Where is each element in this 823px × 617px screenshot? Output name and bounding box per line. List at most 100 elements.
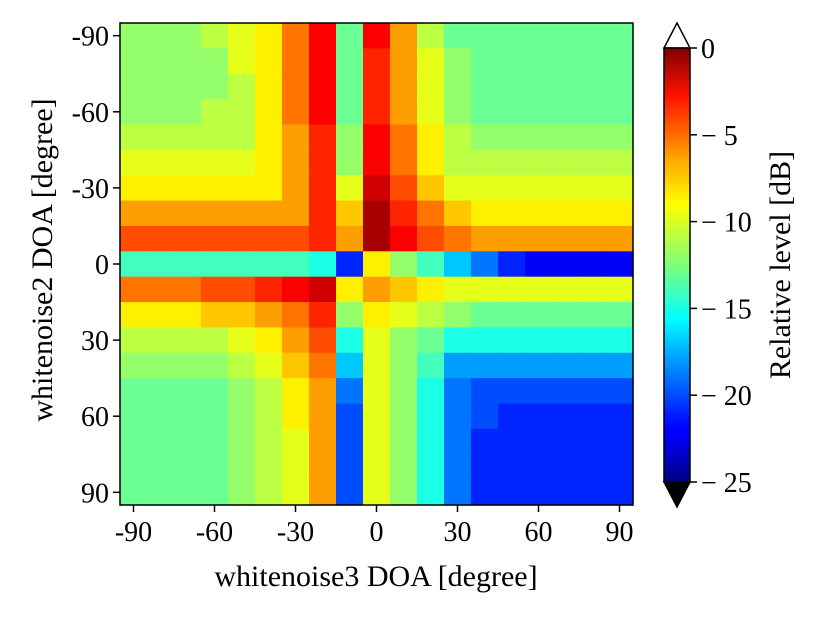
heatmap-cell bbox=[417, 454, 445, 481]
heatmap-cell bbox=[471, 276, 499, 303]
heatmap-cell bbox=[606, 175, 634, 202]
heatmap-cell bbox=[444, 479, 472, 506]
heatmap-cell bbox=[444, 276, 472, 303]
heatmap-cell bbox=[579, 48, 607, 75]
heatmap-cell bbox=[228, 23, 256, 49]
x-tick-label: 30 bbox=[444, 517, 472, 548]
heatmap-cell bbox=[228, 149, 256, 176]
heatmap-cell bbox=[147, 149, 175, 176]
heatmap-cell bbox=[282, 276, 310, 303]
heatmap-cell bbox=[120, 149, 148, 176]
heatmap-cell bbox=[228, 124, 256, 151]
heatmap-cell bbox=[255, 454, 283, 481]
heatmap-cell bbox=[525, 428, 553, 455]
heatmap-cell bbox=[417, 352, 445, 379]
heatmap-cell bbox=[498, 327, 526, 354]
heatmap-cell bbox=[552, 175, 580, 202]
x-tick-label: -60 bbox=[196, 517, 233, 548]
heatmap-cell bbox=[606, 428, 634, 455]
heatmap-cell bbox=[579, 149, 607, 176]
heatmap-cell bbox=[417, 149, 445, 176]
heatmap-cell bbox=[120, 225, 148, 252]
heatmap-cell bbox=[120, 124, 148, 151]
heatmap-cell bbox=[417, 48, 445, 75]
heatmap-cell bbox=[390, 251, 418, 278]
heatmap-cell bbox=[552, 302, 580, 329]
heatmap-cell bbox=[147, 225, 175, 252]
heatmap-cell bbox=[255, 124, 283, 151]
heatmap-cell bbox=[390, 225, 418, 252]
heatmap-cell bbox=[579, 378, 607, 405]
heatmap-cell bbox=[120, 352, 148, 379]
heatmap-cell bbox=[579, 276, 607, 303]
heatmap-cell bbox=[606, 251, 634, 278]
heatmap-cell bbox=[147, 175, 175, 202]
heatmap-cell bbox=[255, 276, 283, 303]
heatmap-cell bbox=[336, 302, 364, 329]
heatmap-cell bbox=[417, 251, 445, 278]
heatmap-cell bbox=[282, 352, 310, 379]
heatmap-cell bbox=[498, 225, 526, 252]
heatmap-cell bbox=[147, 479, 175, 506]
heatmap-cell bbox=[525, 479, 553, 506]
heatmap-cell bbox=[363, 175, 391, 202]
heatmap-cell bbox=[579, 302, 607, 329]
heatmap-cell bbox=[174, 327, 202, 354]
heatmap-cell bbox=[606, 149, 634, 176]
heatmap-cell bbox=[390, 302, 418, 329]
heatmap-cell bbox=[579, 225, 607, 252]
heatmap-cell bbox=[309, 99, 337, 126]
heatmap-cell bbox=[606, 479, 634, 506]
heatmap-cell bbox=[444, 251, 472, 278]
heatmap-cell bbox=[201, 124, 229, 151]
heatmap-cell bbox=[255, 225, 283, 252]
heatmap-cell bbox=[471, 454, 499, 481]
heatmap-cell bbox=[174, 175, 202, 202]
heatmap-cell bbox=[606, 327, 634, 354]
heatmap-cell bbox=[309, 403, 337, 430]
heatmap-cell bbox=[471, 327, 499, 354]
colorbar-tick-label: 0 bbox=[701, 34, 715, 65]
heatmap-cell bbox=[201, 428, 229, 455]
heatmap-cell bbox=[552, 454, 580, 481]
heatmap-cell bbox=[309, 200, 337, 227]
heatmap-cell bbox=[417, 302, 445, 329]
heatmap-cell bbox=[174, 403, 202, 430]
heatmap-cell bbox=[471, 403, 499, 430]
heatmap-cell bbox=[336, 479, 364, 506]
heatmap-cell bbox=[228, 73, 256, 100]
heatmap-cell bbox=[498, 149, 526, 176]
heatmap-cell bbox=[336, 73, 364, 100]
heatmap-cell bbox=[309, 124, 337, 151]
heatmap-cell bbox=[498, 73, 526, 100]
heatmap-cell bbox=[498, 302, 526, 329]
heatmap-cell bbox=[498, 352, 526, 379]
heatmap-cell bbox=[552, 251, 580, 278]
heatmap-cell bbox=[498, 251, 526, 278]
heatmap-cell bbox=[282, 200, 310, 227]
heatmap-cell bbox=[444, 200, 472, 227]
heatmap-cell bbox=[579, 124, 607, 151]
heatmap-cell bbox=[120, 175, 148, 202]
heatmap-cell bbox=[336, 99, 364, 126]
heatmap-cell bbox=[309, 302, 337, 329]
heatmap-cell bbox=[255, 403, 283, 430]
heatmap-cell bbox=[606, 73, 634, 100]
heatmap-cell bbox=[417, 175, 445, 202]
heatmap-cell bbox=[309, 225, 337, 252]
heatmap-cell bbox=[309, 73, 337, 100]
heatmap-cell bbox=[255, 149, 283, 176]
heatmap-cell bbox=[525, 200, 553, 227]
heatmap-cell bbox=[363, 428, 391, 455]
heatmap-cell bbox=[498, 403, 526, 430]
heatmap-cell bbox=[147, 73, 175, 100]
heatmap-cell bbox=[282, 124, 310, 151]
heatmap-cell bbox=[120, 73, 148, 100]
colorbar-label: Relative level [dB] bbox=[764, 151, 797, 379]
heatmap-cell bbox=[174, 48, 202, 75]
heatmap-cell bbox=[147, 251, 175, 278]
x-tick-label: 0 bbox=[370, 517, 384, 548]
heatmap-cell bbox=[120, 48, 148, 75]
heatmap-cell bbox=[444, 428, 472, 455]
heatmap-cell bbox=[417, 378, 445, 405]
